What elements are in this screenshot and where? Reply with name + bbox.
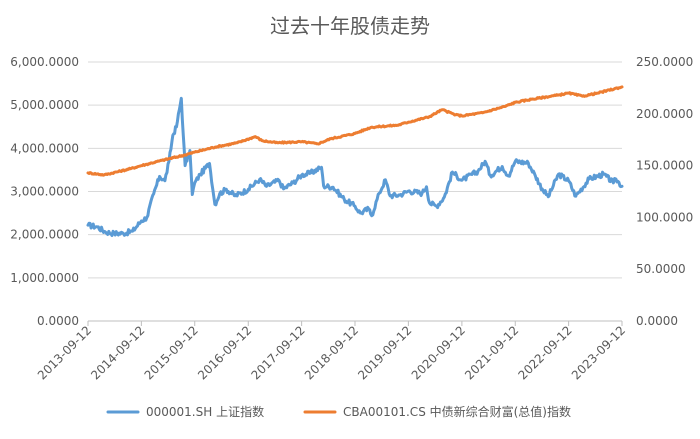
x-tick-label: 2015-09-12 — [142, 323, 201, 382]
right-y-axis: 0.0000 50.0000 100.0000 150.0000 200.0000 250… — [636, 55, 693, 328]
x-tick-label: 2019-09-12 — [355, 323, 414, 382]
right-tick-label: 250.0000 — [636, 55, 693, 69]
legend: 000001.SH 上证指数 CBA00101.CS 中债新综合财富(总值)指数 — [106, 404, 571, 419]
legend-label: 000001.SH 上证指数 — [146, 404, 264, 419]
left-y-axis: 0.0000 1,000.0000 2,000.0000 3,000.0000 4,00… — [10, 55, 79, 328]
gridlines — [88, 61, 622, 322]
left-tick-label: 6,000.0000 — [10, 55, 79, 69]
x-tick-label: 2020-09-12 — [409, 323, 468, 382]
x-tick-label: 2022-09-12 — [516, 323, 575, 382]
x-tick-label: 2021-09-12 — [462, 323, 521, 382]
left-tick-label: 1,000.0000 — [10, 271, 79, 285]
series-layer — [86, 85, 624, 237]
right-tick-label: 150.0000 — [636, 159, 693, 173]
x-tick-label: 2014-09-12 — [88, 323, 147, 382]
x-tick-label: 2013-09-12 — [35, 323, 94, 382]
right-tick-label: 200.0000 — [636, 107, 693, 121]
x-tick-label: 2016-09-12 — [195, 323, 254, 382]
legend-label: CBA00101.CS 中债新综合财富(总值)指数 — [343, 404, 571, 419]
x-tick-label: 2018-09-12 — [302, 323, 361, 382]
left-tick-label: 3,000.0000 — [10, 185, 79, 199]
x-tick-label: 2017-09-12 — [249, 323, 308, 382]
right-tick-label: 50.0000 — [636, 262, 686, 276]
x-tick-label: 2023-09-12 — [569, 323, 628, 382]
series-line-sse-index — [86, 96, 624, 237]
right-tick-label: 100.0000 — [636, 210, 693, 224]
series-line-bond-index — [86, 85, 624, 177]
right-tick-label: 0.0000 — [636, 314, 678, 328]
left-tick-label: 5,000.0000 — [10, 98, 79, 112]
left-tick-label: 2,000.0000 — [10, 228, 79, 242]
x-axis: 2013-09-122014-09-122015-09-122016-09-12… — [35, 321, 628, 382]
chart-title: 过去十年股债走势 — [270, 14, 430, 38]
left-tick-label: 4,000.0000 — [10, 141, 79, 155]
left-tick-label: 0.0000 — [37, 314, 79, 328]
